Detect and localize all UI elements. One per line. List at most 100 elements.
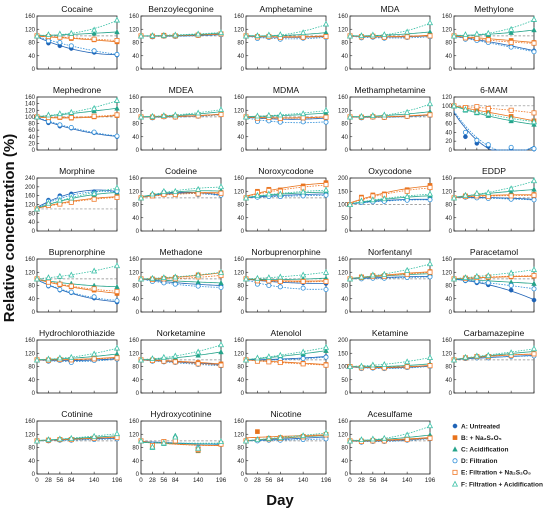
panel-hydrochlorothiazide: Hydrochlorothiazide 0 40 80 120 160 (25, 328, 121, 397)
y-tick-label: 120 (338, 270, 349, 276)
data-point-f (254, 112, 261, 119)
data-point-f (450, 32, 458, 39)
data-point-f (265, 190, 272, 197)
data-point-f (68, 29, 75, 36)
fit-line-f (140, 186, 222, 198)
y-tick-label: 40 (237, 378, 244, 384)
data-point-f (149, 32, 156, 39)
data-point-f (508, 114, 515, 121)
fit-line-d (349, 438, 431, 443)
data-point-f (404, 431, 411, 438)
data-point-f (346, 113, 354, 120)
panel-frame (36, 339, 118, 394)
legend-marker (452, 446, 458, 452)
fit-line-f (245, 271, 327, 280)
panel-title: Benzoylecgonine (148, 4, 214, 14)
data-point-f (254, 274, 261, 281)
fit-line-f (36, 100, 118, 117)
data-point-e (323, 279, 329, 285)
y-tick-label: 0 (32, 148, 36, 154)
data-point-a (508, 287, 514, 293)
x-tick-label: 56 (160, 477, 167, 484)
panel-title: Ketamine (372, 328, 409, 338)
data-point-e (218, 190, 224, 196)
fit-line-e (37, 357, 118, 361)
fit-line-e (453, 105, 535, 114)
panels-grid: Cocaine 0 40 80 120 160 Benzoylecgonine 0 40 80 12… (25, 4, 538, 484)
data-point-f (346, 363, 354, 370)
fit-line-e (349, 114, 431, 118)
data-point-d (300, 285, 306, 291)
y-tick-label: 0 (345, 148, 349, 154)
y-tick-label: 120 (25, 27, 36, 33)
y-tick-label: 40 (445, 54, 452, 60)
data-point-f (91, 190, 98, 196)
y-tick-label: 0 (241, 148, 245, 154)
panel-title: Morphine (59, 166, 95, 176)
data-point-f (277, 190, 284, 197)
data-point-f (149, 190, 156, 197)
y-tick-label: 80 (445, 284, 452, 290)
data-point-e (485, 105, 491, 111)
fit-line-d (349, 276, 431, 280)
y-tick-label: 120 (129, 351, 140, 357)
y-tick-label: 0 (241, 67, 245, 73)
data-point-f (113, 96, 121, 103)
data-point-f (277, 434, 284, 441)
y-tick-label: 240 (25, 176, 36, 182)
panel-oxycodone: Oxycodone 0 50 100 150 200 (338, 166, 434, 235)
x-tick-label: 28 (254, 477, 261, 484)
data-point-d (114, 298, 120, 304)
panel-frame (453, 177, 535, 232)
panel-title: Methadone (159, 247, 202, 257)
data-point-e (508, 107, 514, 113)
data-point-d (323, 192, 329, 198)
panel-title: Acesulfame (368, 409, 413, 419)
data-point-e (323, 34, 329, 40)
y-tick-label: 0 (345, 229, 349, 235)
data-point-f (300, 432, 307, 439)
y-tick-label: 40 (28, 297, 35, 303)
y-tick-label: 80 (445, 365, 452, 371)
data-point-b (255, 429, 260, 434)
data-point-f (473, 189, 480, 196)
data-point-f (113, 430, 121, 437)
panel-atenolol: Atenolol 0 40 80 120 160 (234, 328, 330, 397)
panel-title: MDEA (169, 85, 194, 95)
data-point-f (473, 352, 480, 359)
fit-line-d (453, 35, 535, 53)
y-tick-label: 80 (445, 113, 452, 119)
data-point-f (172, 187, 179, 194)
y-tick-label: 120 (338, 108, 349, 114)
panel-codeine: Codeine 0 40 80 120 160 (129, 166, 225, 235)
data-point-d (531, 146, 537, 152)
data-point-f (358, 362, 365, 369)
y-tick-label: 0 (449, 391, 453, 397)
y-tick-label: 160 (338, 14, 349, 20)
y-tick-label: 60 (28, 128, 35, 134)
fit-line-f (453, 348, 535, 360)
data-point-d (323, 436, 329, 442)
data-point-d (427, 274, 433, 280)
data-point-d (300, 119, 306, 125)
panel-mda: MDA 0 40 80 120 160 (338, 4, 434, 73)
fit-line-f (36, 433, 118, 442)
y-tick-label: 160 (338, 419, 349, 425)
data-point-e (323, 182, 329, 188)
fit-line-e (140, 359, 222, 366)
data-point-f (404, 193, 411, 200)
y-tick-label: 160 (234, 419, 245, 425)
y-tick-label: 80 (28, 446, 35, 452)
data-point-f (404, 358, 411, 365)
data-point-f (346, 275, 354, 282)
panel-norfentanyl: Norfentanyl 0 40 80 120 160 (338, 247, 434, 316)
data-point-f (242, 437, 250, 444)
data-point-e (195, 361, 201, 367)
data-point-f (508, 269, 515, 276)
data-point-f (450, 356, 458, 363)
data-point-f (56, 110, 63, 117)
data-point-e (474, 104, 480, 110)
panel-buprenorphine: Buprenorphine 0 40 80 120 160 (25, 247, 121, 316)
data-point-f (172, 111, 179, 118)
data-point-f (473, 108, 480, 115)
